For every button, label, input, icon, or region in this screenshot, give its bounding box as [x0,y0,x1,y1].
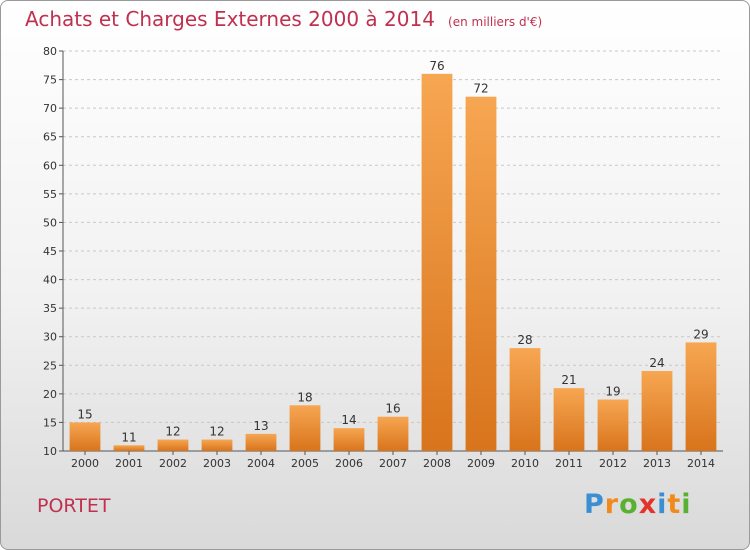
x-tick-label: 2004 [247,457,275,470]
data-label: 14 [341,413,356,427]
data-label: 13 [253,419,268,433]
x-tick-label: 2005 [291,457,319,470]
data-label: 29 [693,327,708,341]
data-label: 18 [297,390,312,404]
data-label: 72 [473,82,488,96]
bar [201,439,233,451]
y-tick-label: 60 [43,159,57,172]
data-label: 15 [77,407,92,421]
data-label: 12 [209,425,224,439]
y-tick-label: 15 [43,416,57,429]
chart-unit: (en milliers d'€) [448,15,543,29]
bar [113,445,145,451]
y-tick-label: 75 [43,74,57,87]
bar [289,405,321,451]
chart-title: Achats et Charges Externes 2000 à 2014 [25,7,435,31]
y-tick-label: 50 [43,216,57,229]
axes [59,50,723,455]
data-label: 12 [165,425,180,439]
data-label: 16 [385,402,400,416]
bar [641,371,673,451]
place-name: PORTET [37,495,111,517]
bar [421,73,453,451]
y-tick-label: 80 [43,45,57,58]
y-tick-label: 40 [43,274,57,287]
bar [685,342,717,451]
y-tick-label: 55 [43,188,57,201]
bar [245,433,277,451]
bars [69,73,717,451]
data-label: 21 [561,373,576,387]
y-tick-label: 35 [43,302,57,315]
bar [553,388,585,451]
x-tick-label: 2003 [203,457,231,470]
title-row: Achats et Charges Externes 2000 à 2014 (… [25,7,542,31]
data-label: 28 [517,333,532,347]
x-tick-label: 2009 [467,457,495,470]
logo-letter: i [657,489,668,520]
x-tick-label: 2011 [555,457,583,470]
y-tick-label: 45 [43,245,57,258]
y-tick-label: 10 [43,445,57,458]
x-tick-label: 2001 [115,457,143,470]
bar [157,439,189,451]
y-tick-label: 30 [43,331,57,344]
data-label: 24 [649,356,664,370]
x-tick-label: 2007 [379,457,407,470]
logo-letter: i [681,489,692,520]
data-label: 19 [605,385,620,399]
logo-letter: P [584,489,605,520]
x-tick-label: 2014 [687,457,715,470]
logo-letter: r [604,489,620,520]
data-label: 76 [429,59,444,73]
x-tick-label: 2002 [159,457,187,470]
bar [377,416,409,451]
logo-letter: x [638,489,658,520]
y-tick-label: 20 [43,388,57,401]
logo-letter: o [619,489,639,520]
y-tick-label: 70 [43,102,57,115]
y-tick-label: 25 [43,359,57,372]
bar [509,348,541,451]
labels: 10 15 20 25 30 35 40 45 50 55 60 65 70 75 80 2000 15 2001… [43,45,715,470]
x-tick-label: 2010 [511,457,539,470]
grid-lines [63,50,723,452]
x-tick-label: 2000 [71,457,99,470]
data-label: 11 [121,430,136,444]
x-tick-label: 2012 [599,457,627,470]
x-tick-label: 2006 [335,457,363,470]
bar [69,422,101,451]
logo-letter: t [667,489,682,520]
bar [465,96,497,451]
bar [597,399,629,451]
y-tick-label: 65 [43,131,57,144]
proxiti-logo: Proxiti [584,489,692,520]
bar [333,428,365,451]
x-tick-label: 2008 [423,457,451,470]
x-tick-label: 2013 [643,457,671,470]
